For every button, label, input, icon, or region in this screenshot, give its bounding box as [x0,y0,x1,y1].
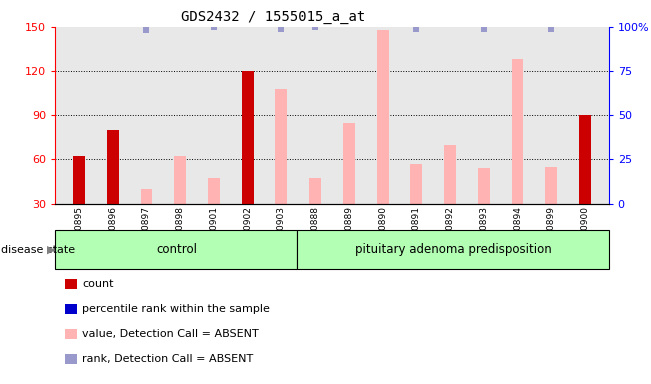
Bar [242,71,253,204]
Text: disease state: disease state [1,245,76,255]
Text: count: count [82,279,113,289]
Text: rank, Detection Call = ABSENT: rank, Detection Call = ABSENT [82,354,253,364]
Bar [377,30,389,204]
Bar [343,122,355,204]
Bar [298,230,609,269]
Bar [141,189,152,204]
Bar [309,179,321,204]
Bar [208,179,220,204]
Bar [411,164,422,204]
Text: GDS2432 / 1555015_a_at: GDS2432 / 1555015_a_at [181,10,366,23]
Text: value, Detection Call = ABSENT: value, Detection Call = ABSENT [82,329,259,339]
Bar [107,130,118,204]
Text: pituitary adenoma predisposition: pituitary adenoma predisposition [355,243,551,256]
Bar [579,115,591,204]
Bar [275,89,287,204]
Bar [174,156,186,204]
Text: control: control [156,243,197,256]
Bar [73,156,85,204]
Bar [478,168,490,204]
Bar [55,230,298,269]
Text: percentile rank within the sample: percentile rank within the sample [82,304,270,314]
Bar [444,145,456,204]
Bar [546,167,557,204]
Bar [512,59,523,204]
Text: ▶: ▶ [47,245,55,255]
